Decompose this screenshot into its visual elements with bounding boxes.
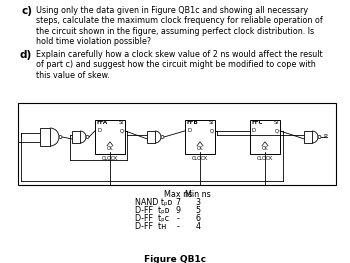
- Text: -: -: [176, 222, 180, 231]
- Bar: [40, 128, 50, 146]
- Text: Figure QB1c: Figure QB1c: [144, 255, 206, 263]
- Text: D: D: [187, 128, 191, 133]
- Text: P: P: [323, 134, 327, 139]
- Bar: [95, 120, 125, 154]
- Text: FFA: FFA: [97, 120, 108, 125]
- Text: Q: Q: [274, 128, 279, 133]
- Text: d): d): [20, 50, 32, 60]
- Text: 6: 6: [196, 214, 201, 223]
- Text: c): c): [21, 6, 32, 16]
- Text: Q: Q: [119, 128, 124, 133]
- Text: 7: 7: [175, 198, 181, 207]
- Circle shape: [161, 135, 164, 139]
- Text: D-FF  tₚᴅ: D-FF tₚᴅ: [135, 206, 169, 215]
- Text: D-FF  tₚᴄ: D-FF tₚᴄ: [135, 214, 169, 223]
- Text: S₃: S₃: [273, 120, 279, 125]
- Bar: [147, 131, 155, 143]
- Text: S₁: S₁: [119, 120, 124, 125]
- Text: 3: 3: [196, 198, 201, 207]
- Bar: [250, 120, 280, 154]
- Text: CLOCK: CLOCK: [257, 156, 273, 161]
- Text: -: -: [176, 214, 180, 223]
- Circle shape: [86, 135, 89, 139]
- Text: NAND tₚᴅ: NAND tₚᴅ: [135, 198, 172, 207]
- Text: Q: Q: [210, 128, 214, 133]
- Text: Using only the data given in Figure QB1c and showing all necessary
steps, calcul: Using only the data given in Figure QB1c…: [36, 6, 323, 46]
- Bar: [18, 103, 336, 185]
- Text: D: D: [252, 128, 256, 133]
- Text: CK: CK: [107, 146, 113, 151]
- Text: Explain carefully how a clock skew value of 2 ns would affect the result
of part: Explain carefully how a clock skew value…: [36, 50, 323, 80]
- Text: CLOCK: CLOCK: [102, 156, 118, 161]
- Text: 5: 5: [195, 206, 201, 215]
- Text: S₂: S₂: [209, 120, 214, 125]
- Bar: [185, 120, 215, 154]
- Bar: [304, 131, 312, 143]
- Text: FFC: FFC: [252, 120, 263, 125]
- Text: CK: CK: [197, 146, 203, 151]
- Text: Min ns: Min ns: [185, 190, 211, 199]
- Circle shape: [59, 135, 62, 139]
- Text: D: D: [97, 128, 101, 133]
- Text: FFB: FFB: [187, 120, 198, 125]
- Text: CK: CK: [262, 146, 268, 151]
- Text: 4: 4: [196, 222, 201, 231]
- Text: CLOCK: CLOCK: [192, 156, 208, 161]
- Text: D-FF  tʜ: D-FF tʜ: [135, 222, 166, 231]
- Circle shape: [318, 135, 321, 139]
- Text: Max ns: Max ns: [164, 190, 192, 199]
- Bar: [72, 131, 80, 143]
- Text: 9: 9: [175, 206, 181, 215]
